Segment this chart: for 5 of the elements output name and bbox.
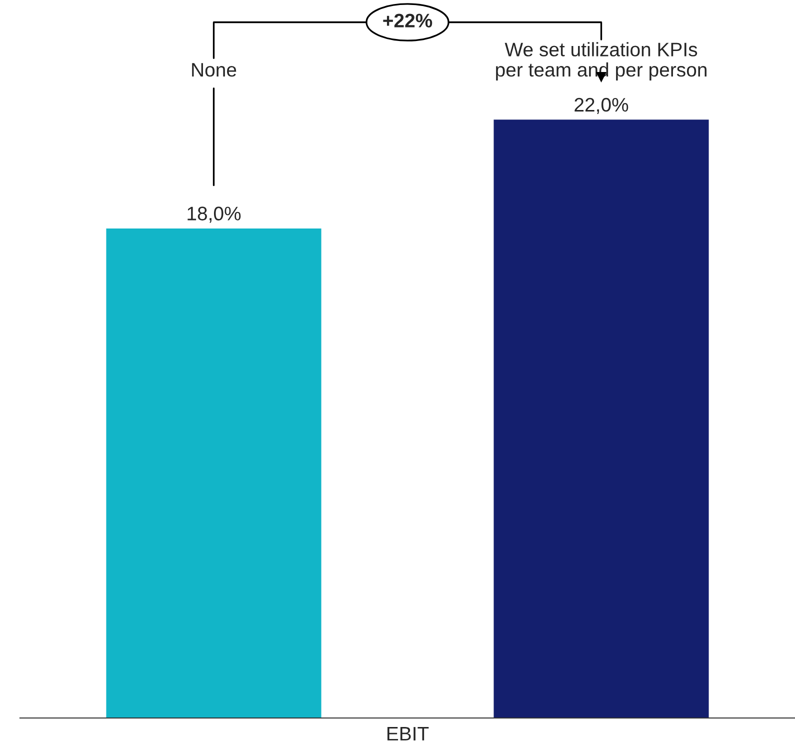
data-label: 22,0% bbox=[574, 98, 628, 114]
x-axis-title: EBIT bbox=[387, 727, 429, 740]
text: +22% bbox=[383, 14, 432, 28]
x-tick-label: None bbox=[192, 63, 236, 77]
data-label: 18,0% bbox=[188, 206, 241, 223]
